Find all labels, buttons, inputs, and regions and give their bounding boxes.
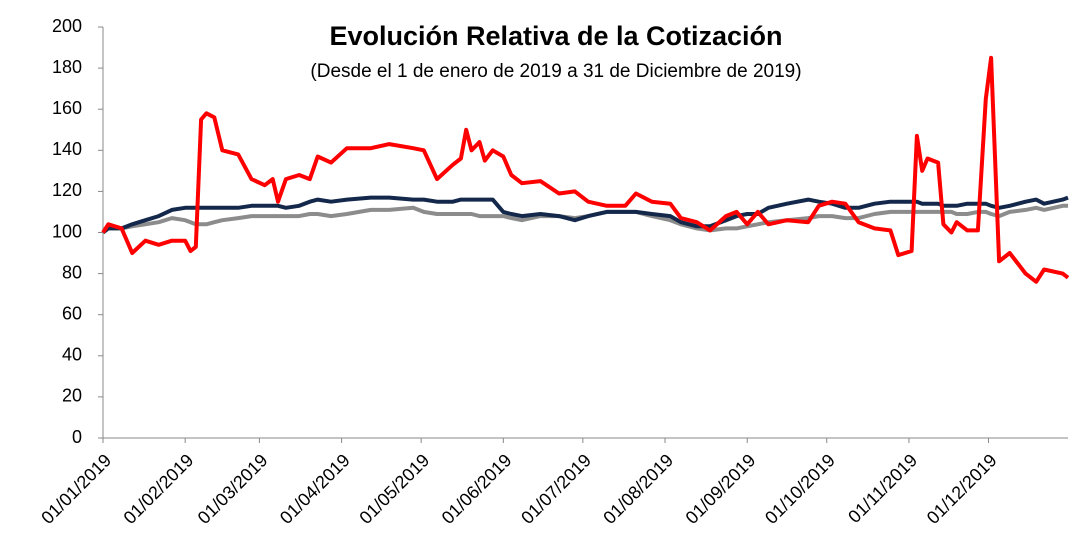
x-tick-label: 01/09/2019 <box>682 450 760 528</box>
x-tick-label: 01/12/2019 <box>923 450 1001 528</box>
y-tick-label: 140 <box>52 139 82 159</box>
x-tick-label: 01/07/2019 <box>517 450 595 528</box>
x-tick-label: 01/05/2019 <box>355 450 433 528</box>
y-tick-label: 40 <box>62 345 82 365</box>
x-tick-label: 01/08/2019 <box>599 450 677 528</box>
chart-title: Evolución Relativa de la Cotización <box>329 21 782 51</box>
x-tick-label: 01/03/2019 <box>194 450 272 528</box>
y-tick-label: 160 <box>52 98 82 118</box>
x-tick-label: 01/10/2019 <box>761 450 839 528</box>
y-tick-label: 200 <box>52 16 82 36</box>
y-tick-label: 0 <box>72 427 82 447</box>
series-line <box>102 203 1068 233</box>
series-line <box>101 55 1070 284</box>
x-tick-label: 01/01/2019 <box>37 450 115 528</box>
y-tick-label: 80 <box>62 262 82 282</box>
x-tick-label: 01/04/2019 <box>276 450 354 528</box>
y-tick-label: 180 <box>52 57 82 77</box>
x-tick-label: 01/11/2019 <box>844 450 921 527</box>
x-tick-label: 01/06/2019 <box>438 450 516 528</box>
series-line <box>101 195 1069 235</box>
y-tick-label: 60 <box>62 303 82 323</box>
chart-subtitle: (Desde el 1 de enero de 2019 a 31 de Dic… <box>310 61 801 82</box>
y-tick-label: 20 <box>62 386 82 406</box>
y-tick-label: 100 <box>52 221 82 241</box>
y-tick-label: 120 <box>52 180 82 200</box>
x-tick-label: 01/02/2019 <box>120 450 198 528</box>
